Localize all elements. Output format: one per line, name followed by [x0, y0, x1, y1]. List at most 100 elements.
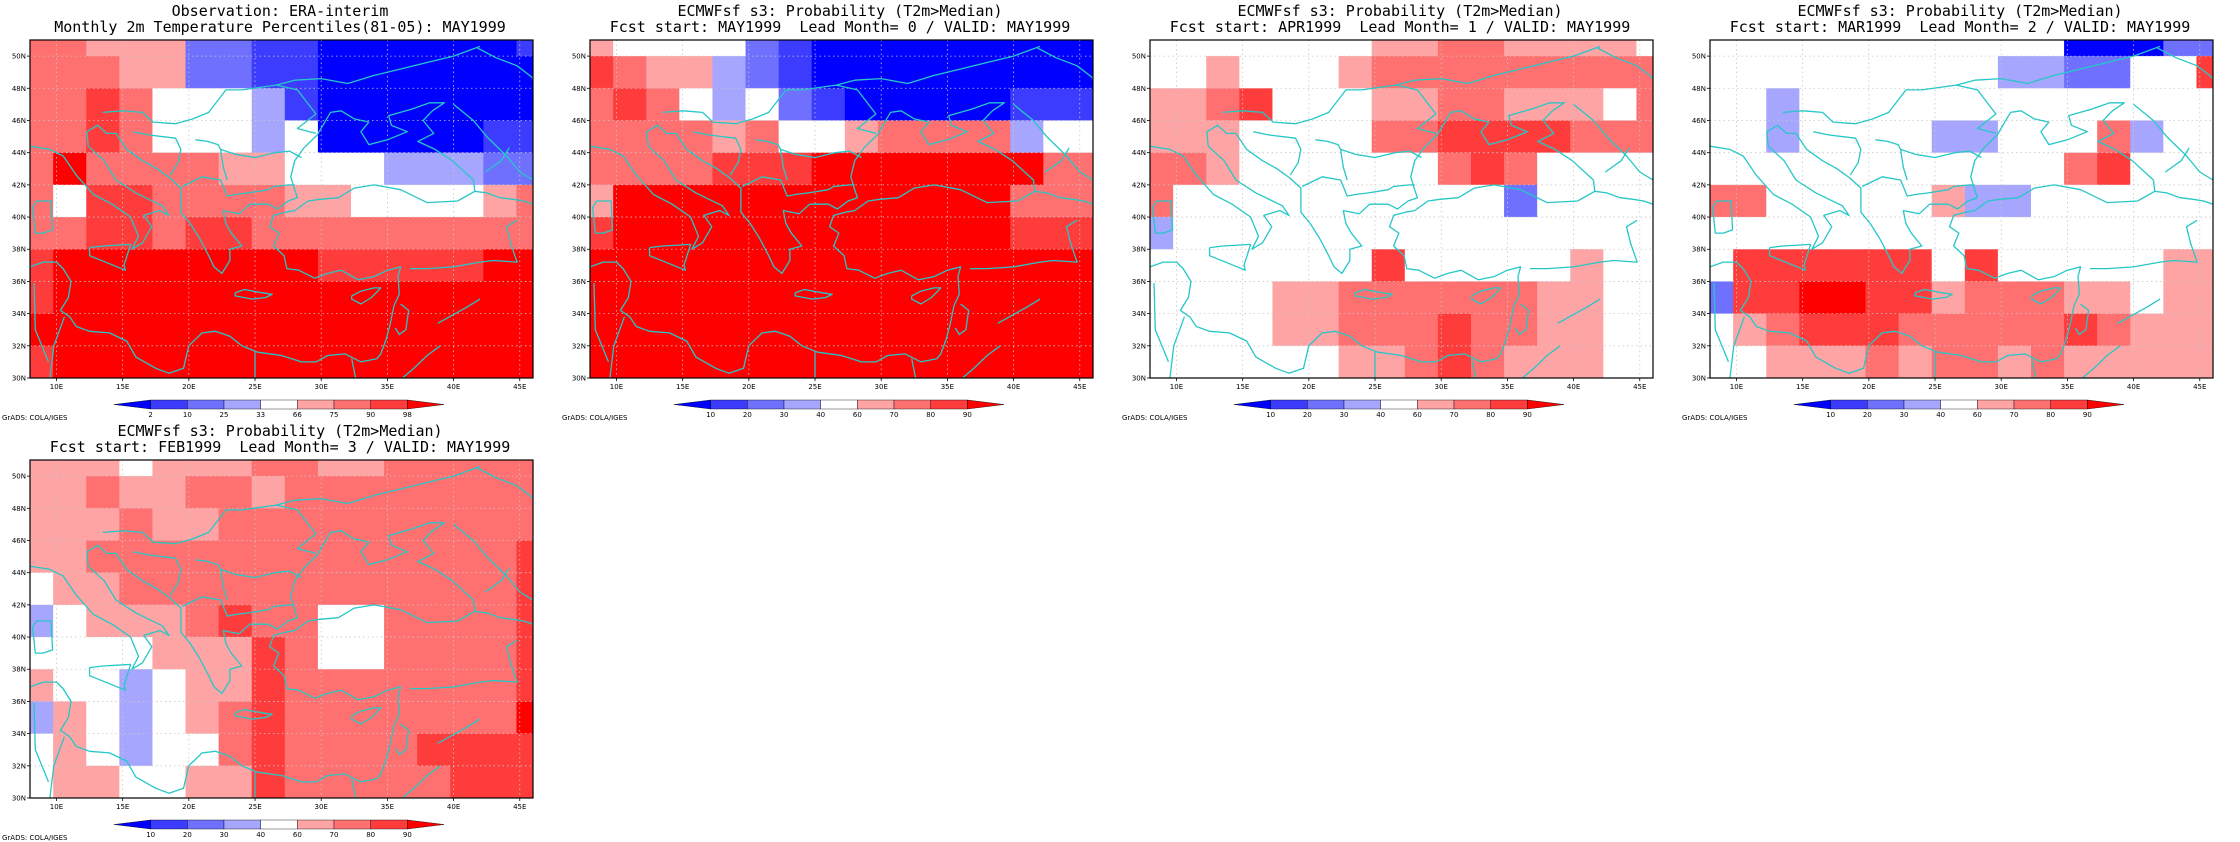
coastline: [2074, 303, 2090, 336]
grid-cell: [877, 152, 912, 186]
coastline: [1044, 147, 1070, 173]
grid-cell: [1964, 313, 1999, 347]
grid-cell: [679, 249, 713, 282]
grid-cell: [1338, 56, 1373, 89]
grid-cell: [1710, 88, 1734, 121]
grid-cell: [1570, 152, 1604, 186]
grid-cell: [2130, 281, 2164, 315]
coastline: [2117, 298, 2161, 324]
grid-cell: [1733, 184, 1767, 218]
colorbar-label: 90: [1523, 411, 1532, 419]
grid-cell: [384, 460, 418, 477]
grid-cell: [384, 249, 418, 282]
coastlines: [30, 45, 533, 378]
grid-cell: [1010, 120, 1044, 154]
grid-cell: [119, 40, 153, 57]
colorbar-segment: [370, 819, 408, 830]
grid-cell: [1636, 345, 1653, 378]
coastline: [1573, 103, 1653, 181]
grid-cell: [2030, 56, 2065, 89]
colorbar-segment: [150, 819, 188, 830]
coastline: [31, 200, 54, 234]
x-tick-label: 15E: [116, 383, 129, 391]
grid-cell: [1504, 281, 1538, 315]
grid-cell: [2097, 40, 2131, 57]
grid-cell: [2196, 345, 2213, 378]
probability-cells: [30, 460, 533, 798]
grid-cell: [944, 281, 978, 315]
grid-cell: [350, 40, 385, 57]
grid-cell: [218, 88, 253, 121]
grid-cell: [1997, 217, 2032, 250]
grid-cell: [1636, 313, 1653, 347]
grid-cell: [613, 249, 647, 282]
coastline: [779, 149, 788, 181]
grid-cell: [1470, 40, 1505, 57]
colorbar-segment: [333, 819, 371, 830]
grid-cell: [1043, 184, 1077, 218]
coastline: [997, 298, 1041, 324]
grid-cell: [152, 460, 187, 477]
colorbar-segment: [260, 819, 298, 830]
colorbar-segment: [1793, 399, 1831, 410]
grid-cell: [516, 701, 533, 735]
colorbar-label: 80: [2046, 411, 2055, 419]
grid-cell: [53, 88, 87, 121]
coastline: [1169, 316, 1186, 378]
grid-cell: [1997, 152, 2032, 186]
grid-cell: [1470, 184, 1505, 218]
coastline: [836, 45, 1041, 86]
coastline: [219, 569, 228, 601]
grid-cell: [86, 345, 120, 378]
grid-cell: [516, 40, 533, 57]
grid-cell: [1239, 313, 1273, 347]
coastline: [1354, 288, 1393, 300]
grid-cell: [877, 313, 912, 347]
x-tick-label: 25E: [1368, 383, 1381, 391]
grid-cell: [1437, 281, 1472, 315]
grid-cell: [1537, 281, 1571, 315]
coastline: [49, 736, 66, 798]
x-tick-label: 40E: [1007, 383, 1020, 391]
coastline: [474, 610, 533, 625]
grid-cell: [30, 572, 54, 606]
grid-cell: [86, 120, 120, 154]
y-tick-label: 36N: [12, 278, 26, 286]
y-tick-label: 50N: [1132, 53, 1146, 61]
grid-cell: [1603, 40, 1637, 57]
grid-cell: [1733, 217, 1767, 250]
grid-cell: [317, 40, 352, 57]
grid-cell: [350, 572, 385, 606]
grid-cell: [218, 637, 253, 670]
y-tick-label: 30N: [1692, 375, 1706, 383]
grid-cell: [844, 249, 879, 282]
grid-cell: [1239, 56, 1273, 89]
grid-cell: [1931, 281, 1966, 315]
grid-cell: [1206, 88, 1240, 121]
x-tick-label: 20E: [1302, 383, 1315, 391]
grid-cell: [384, 56, 418, 89]
coastline: [1315, 139, 1342, 150]
grid-cell: [30, 540, 54, 574]
y-tick-label: 32N: [1692, 342, 1706, 350]
plot-frame: [1149, 39, 1654, 379]
grid-cell: [1043, 345, 1077, 378]
graticule: [590, 40, 1093, 378]
grid-cell: [86, 540, 120, 574]
colorbar-segment: [187, 399, 225, 410]
grid-cell: [1470, 281, 1505, 315]
coastlines: [1710, 45, 2213, 378]
grid-cell: [1272, 217, 1307, 250]
grid-cell: [119, 345, 153, 378]
grid-cell: [1636, 88, 1653, 121]
grid-cell: [1206, 152, 1240, 186]
grid-cell: [384, 313, 418, 347]
colorbar-label: 10: [706, 411, 715, 419]
grid-cell: [1504, 56, 1538, 89]
grid-cell: [218, 217, 253, 250]
grid-cell: [2064, 313, 2098, 347]
x-tick-label: 20E: [182, 803, 195, 811]
grid-cell: [516, 281, 533, 315]
grid-cell: [613, 217, 647, 250]
grid-cell: [1150, 313, 1174, 347]
